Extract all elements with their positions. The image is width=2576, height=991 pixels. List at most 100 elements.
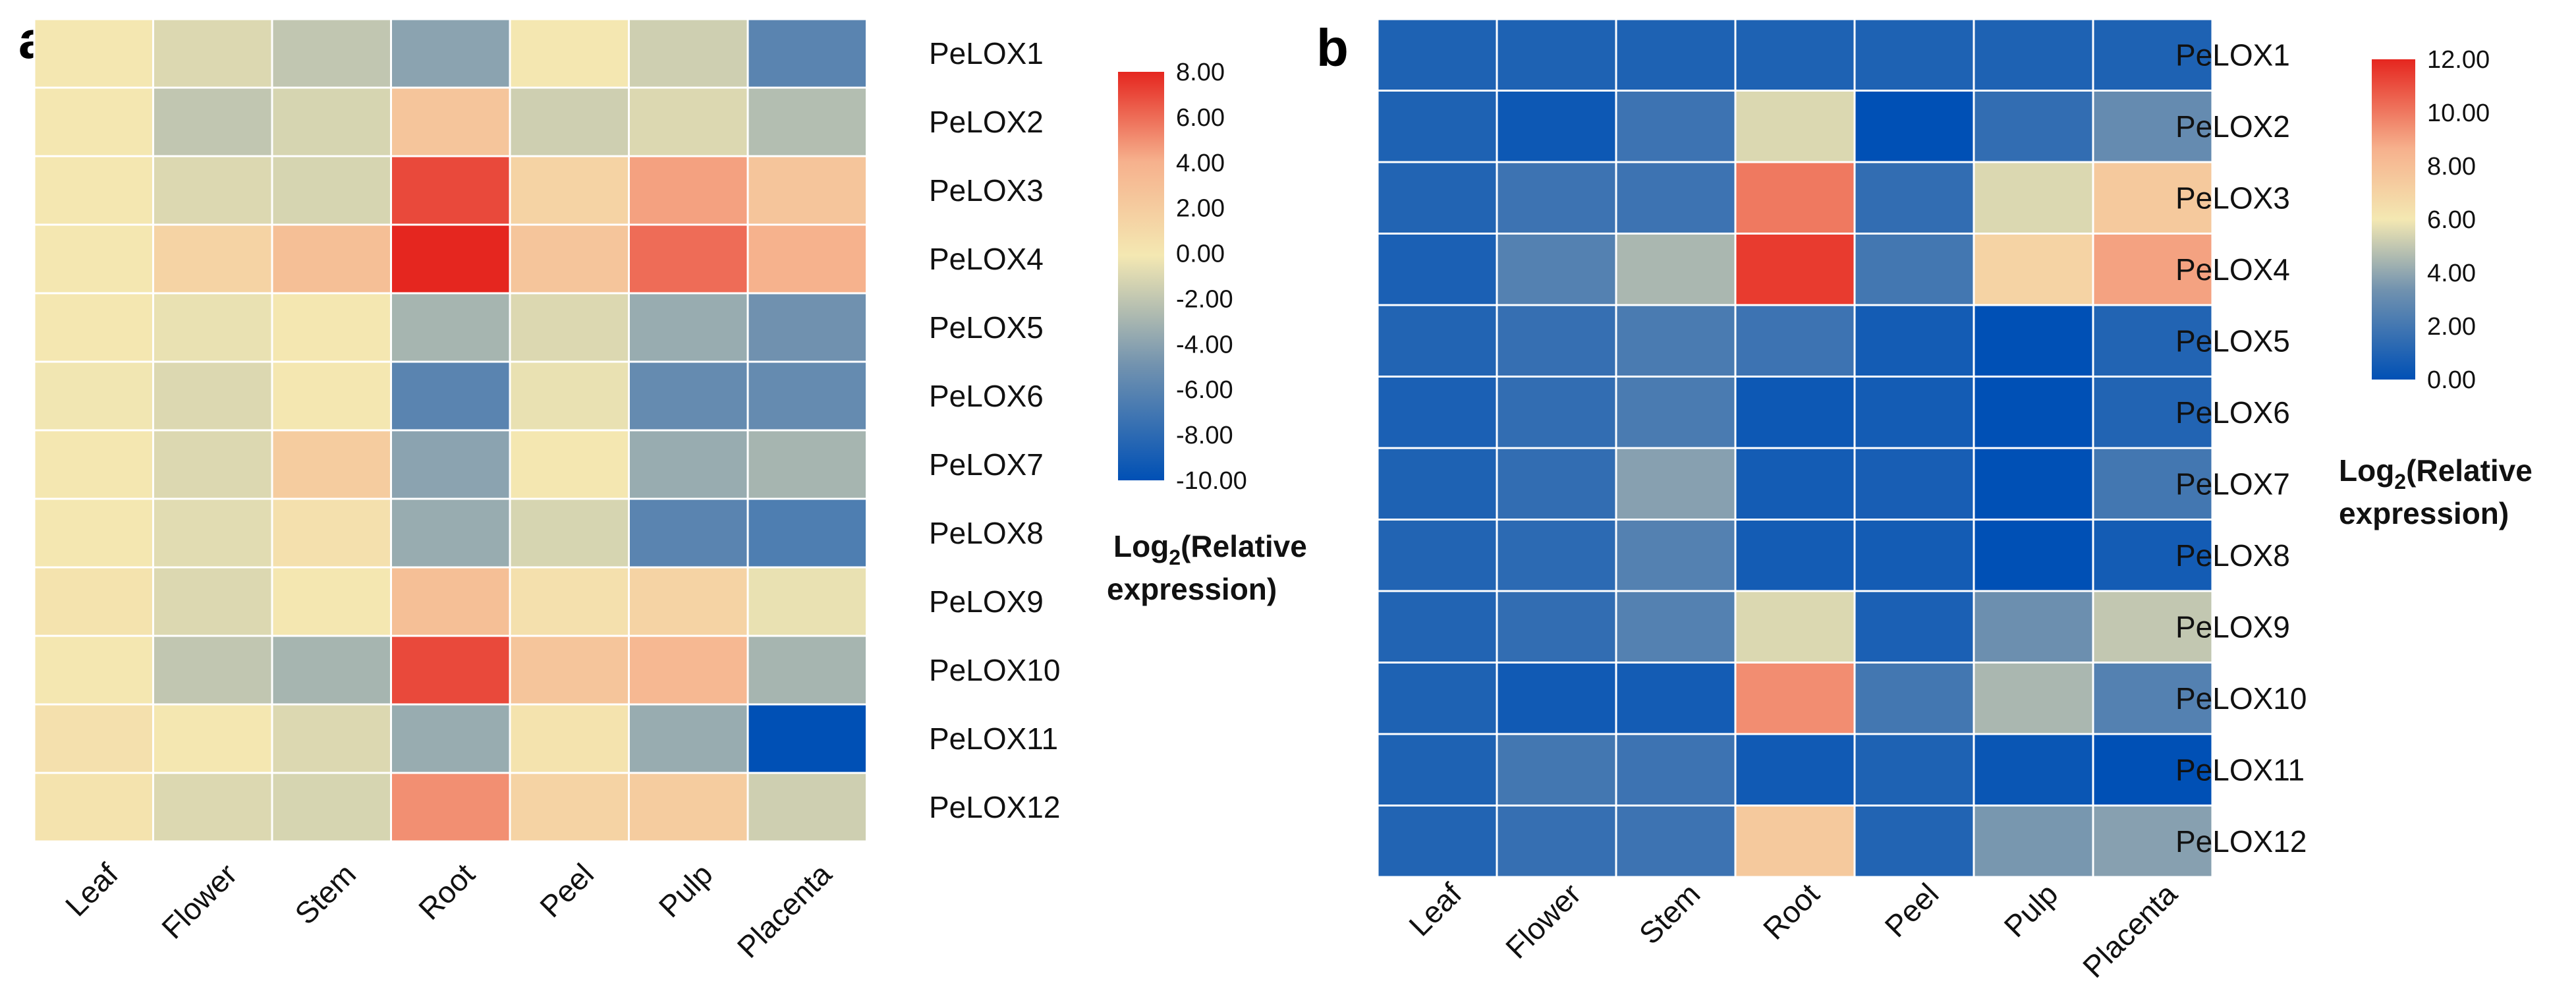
heatmap-cell-b-PeLOX1-Root (1734, 18, 1856, 92)
heatmap-cell-b-PeLOX11-Pulp (1973, 733, 2094, 807)
column-label-a-Leaf: Leaf (59, 857, 125, 922)
heatmap-cell-a-PeLOX2-Stem (271, 86, 392, 157)
column-label-a-Peel: Peel (533, 857, 600, 924)
heatmap-cell-b-PeLOX12-Leaf (1376, 805, 1498, 878)
heatmap-cell-a-PeLOX6-Leaf (33, 360, 154, 432)
heatmap-cell-b-PeLOX3-Placenta (2092, 161, 2214, 235)
colorbar-tick-a: -4.00 (1176, 331, 1233, 358)
heatmap-cell-a-PeLOX9-Stem (271, 566, 392, 637)
heatmap-cell-b-PeLOX1-Leaf (1376, 18, 1498, 92)
heatmap-cell-a-PeLOX5-Placenta (746, 292, 868, 363)
row-label-a-PeLOX9: PeLOX9 (929, 584, 1044, 619)
heatmap-cell-a-PeLOX1-Leaf (33, 18, 154, 89)
heatmap-cell-b-PeLOX7-Flower (1496, 447, 1617, 521)
heatmap-cell-a-PeLOX7-Placenta (746, 429, 868, 500)
heatmap-cell-a-PeLOX3-Root (390, 155, 511, 226)
heatmap-cell-b-PeLOX3-Leaf (1376, 161, 1498, 235)
row-label-a-PeLOX8: PeLOX8 (929, 516, 1044, 550)
heatmap-cell-b-PeLOX3-Stem (1615, 161, 1737, 235)
heatmap-cell-b-PeLOX6-Root (1734, 376, 1856, 449)
heatmap-cell-b-PeLOX10-Placenta (2092, 662, 2214, 735)
heatmap-cell-a-PeLOX12-Root (390, 772, 511, 843)
column-label-a-Stem: Stem (288, 857, 362, 931)
heatmap-cell-a-PeLOX10-Peel (509, 635, 630, 706)
heatmap-cell-b-PeLOX8-Leaf (1376, 519, 1498, 592)
row-labels-b: PeLOX1 PeLOX2 PeLOX3 PeLOX4 PeLOX5 PeLOX6 PeLO… (2175, 38, 2307, 859)
heatmap-cell-b-PeLOX9-Stem (1615, 590, 1737, 664)
column-label-b-Leaf: Leaf (1402, 876, 1468, 942)
heatmap-cell-a-PeLOX7-Flower (152, 429, 273, 500)
heatmap-cell-a-PeLOX2-Leaf (33, 86, 154, 157)
heatmap-cell-a-PeLOX7-Root (390, 429, 511, 500)
heatmap-cell-a-PeLOX11-Stem (271, 703, 392, 774)
heatmap-cell-a-PeLOX9-Pulp (628, 566, 749, 637)
heatmap-cell-b-PeLOX8-Pulp (1973, 519, 2094, 592)
colorbar-tick-b: 2.00 (2427, 313, 2476, 341)
heatmap-cell-b-PeLOX2-Pulp (1973, 90, 2094, 163)
heatmap-cell-a-PeLOX8-Placenta (746, 497, 868, 569)
heatmap-cell-a-PeLOX5-Root (390, 292, 511, 363)
heatmap-cell-b-PeLOX9-Root (1734, 590, 1856, 664)
row-label-a-PeLOX6: PeLOX6 (929, 379, 1044, 413)
row-label-b-PeLOX12: PeLOX12 (2175, 824, 2307, 859)
heatmap-cell-b-PeLOX2-Flower (1496, 90, 1617, 163)
heatmap-cell-b-PeLOX10-Pulp (1973, 662, 2094, 735)
heatmap-cell-a-PeLOX2-Peel (509, 86, 630, 157)
heatmap-cell-b-PeLOX4-Peel (1853, 233, 1975, 306)
row-label-b-PeLOX10: PeLOX10 (2175, 681, 2307, 716)
heatmap-cell-a-PeLOX8-Flower (152, 497, 273, 569)
heatmap-cell-a-PeLOX8-Root (390, 497, 511, 569)
heatmap-cell-b-PeLOX3-Pulp (1973, 161, 2094, 235)
heatmap-cell-b-PeLOX5-Leaf (1376, 304, 1498, 378)
heatmap-cell-a-PeLOX12-Flower (152, 772, 273, 843)
heatmap-cell-b-PeLOX12-Flower (1496, 805, 1617, 878)
colorbar-ticks-a: 8.00 6.00 4.00 2.00 0.00 -2.00 -4.00 -6.00 -8.00… (1176, 59, 1247, 495)
column-labels-a: Leaf Flower Stem Root Peel Pulp Placenta (59, 857, 838, 965)
row-label-a-PeLOX12: PeLOX12 (929, 790, 1060, 824)
colorbar-tick-a: 0.00 (1176, 241, 1225, 268)
heatmap-cell-a-PeLOX3-Pulp (628, 155, 749, 226)
column-label-b-Flower: Flower (1499, 876, 1587, 965)
heatmap-cell-b-PeLOX8-Root (1734, 519, 1856, 592)
column-label-a-Pulp: Pulp (652, 857, 719, 924)
heatmap-cell-b-PeLOX10-Peel (1853, 662, 1975, 735)
row-label-a-PeLOX5: PeLOX5 (929, 310, 1044, 345)
heatmap-cell-b-PeLOX7-Pulp (1973, 447, 2094, 521)
row-labels-a: PeLOX1 PeLOX2 PeLOX3 PeLOX4 PeLOX5 PeLOX6 PeLO… (929, 36, 1060, 824)
heatmap-cell-a-PeLOX1-Stem (271, 18, 392, 89)
colorbar-tick-b: 6.00 (2427, 206, 2476, 234)
row-label-b-PeLOX6: PeLOX6 (2175, 395, 2290, 430)
row-label-a-PeLOX7: PeLOX7 (929, 447, 1044, 482)
colorbar-title-b: Log2(Relative (2339, 453, 2533, 494)
heatmap-cell-a-PeLOX11-Pulp (628, 703, 749, 774)
heatmap-cell-a-PeLOX1-Placenta (746, 18, 868, 89)
heatmap-cell-a-PeLOX12-Stem (271, 772, 392, 843)
heatmap-cell-a-PeLOX9-Leaf (33, 566, 154, 637)
heatmap-cell-a-PeLOX8-Leaf (33, 497, 154, 569)
row-label-b-PeLOX4: PeLOX4 (2175, 252, 2290, 287)
heatmap-cell-a-PeLOX9-Root (390, 566, 511, 637)
heatmap-cell-b-PeLOX9-Peel (1853, 590, 1975, 664)
colorbar-tick-b: 0.00 (2427, 366, 2476, 394)
colorbar-tick-a: -6.00 (1176, 376, 1233, 404)
heatmap-cell-b-PeLOX4-Pulp (1973, 233, 2094, 306)
heatmap-cell-b-PeLOX1-Flower (1496, 18, 1617, 92)
heatmap-cell-a-PeLOX9-Flower (152, 566, 273, 637)
row-label-b-PeLOX7: PeLOX7 (2175, 467, 2290, 501)
heatmap-cell-b-PeLOX4-Leaf (1376, 233, 1498, 306)
heatmap-cell-a-PeLOX11-Root (390, 703, 511, 774)
colorbar-tick-a: -10.00 (1176, 467, 1247, 495)
heatmap-cell-b-PeLOX5-Stem (1615, 304, 1737, 378)
heatmap-cell-b-PeLOX10-Leaf (1376, 662, 1498, 735)
heatmap-cell-b-PeLOX9-Leaf (1376, 590, 1498, 664)
column-label-a-Flower: Flower (155, 857, 243, 945)
heatmap-cell-a-PeLOX10-Stem (271, 635, 392, 706)
heatmap-cell-b-PeLOX1-Pulp (1973, 18, 2094, 92)
heatmap-cell-a-PeLOX10-Pulp (628, 635, 749, 706)
heatmap-cell-b-PeLOX7-Stem (1615, 447, 1737, 521)
heatmap-cell-b-PeLOX5-Pulp (1973, 304, 2094, 378)
heatmap-cell-b-PeLOX11-Stem (1615, 733, 1737, 807)
heatmap-cell-a-PeLOX10-Leaf (33, 635, 154, 706)
heatmap-cell-a-PeLOX7-Pulp (628, 429, 749, 500)
